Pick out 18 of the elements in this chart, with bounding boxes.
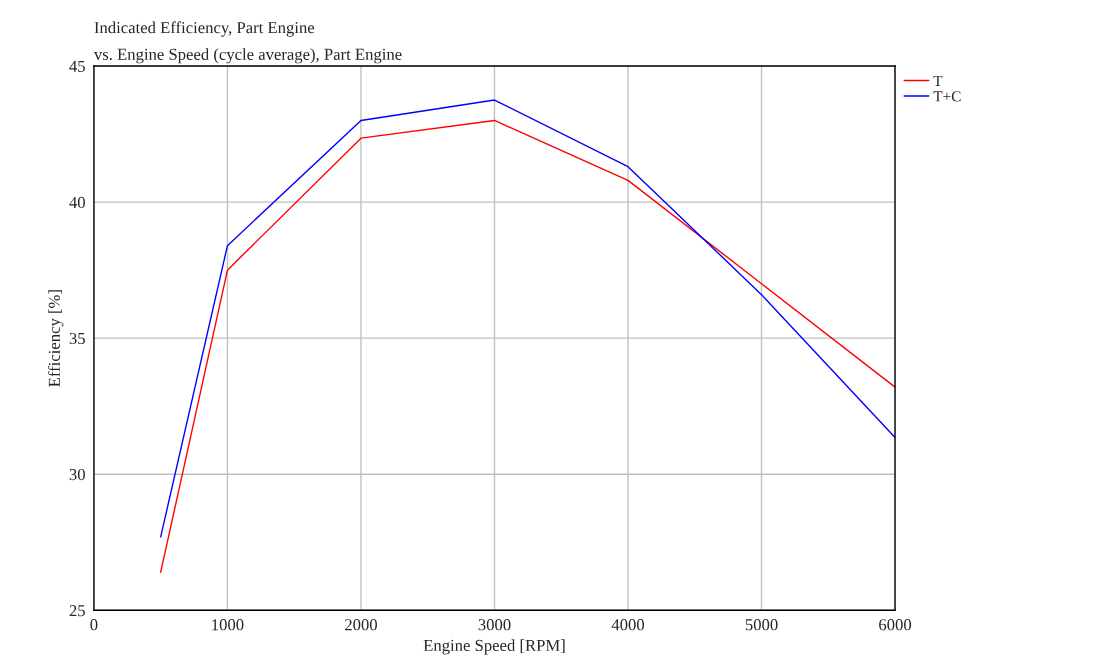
y-axis-title: Efficiency [%] [48,290,64,387]
x-tick-label: 0 [90,619,98,631]
chart-title: Indicated Efficiency, Part Engine [94,21,315,37]
legend-label: T+C [933,91,961,102]
y-tick-label: 45 [69,60,85,72]
y-tick-label: 40 [69,196,85,209]
x-tick-label: 2000 [345,619,377,631]
x-tick-label: 3000 [478,619,511,631]
x-axis-title: Engine Speed [RPM] [423,639,565,655]
y-tick-label: 30 [69,468,85,481]
x-tick-label: 6000 [879,619,912,631]
x-tick-label: 4000 [611,619,645,631]
chart-subtitle: vs. Engine Speed (cycle average), Part Engine [93,48,402,64]
x-tick-label: 5000 [745,619,778,631]
y-tick-label: 25 [69,605,85,617]
legend-label: T [933,75,943,86]
y-tick-label: 35 [69,332,85,345]
x-tick-label: 1000 [212,619,244,631]
